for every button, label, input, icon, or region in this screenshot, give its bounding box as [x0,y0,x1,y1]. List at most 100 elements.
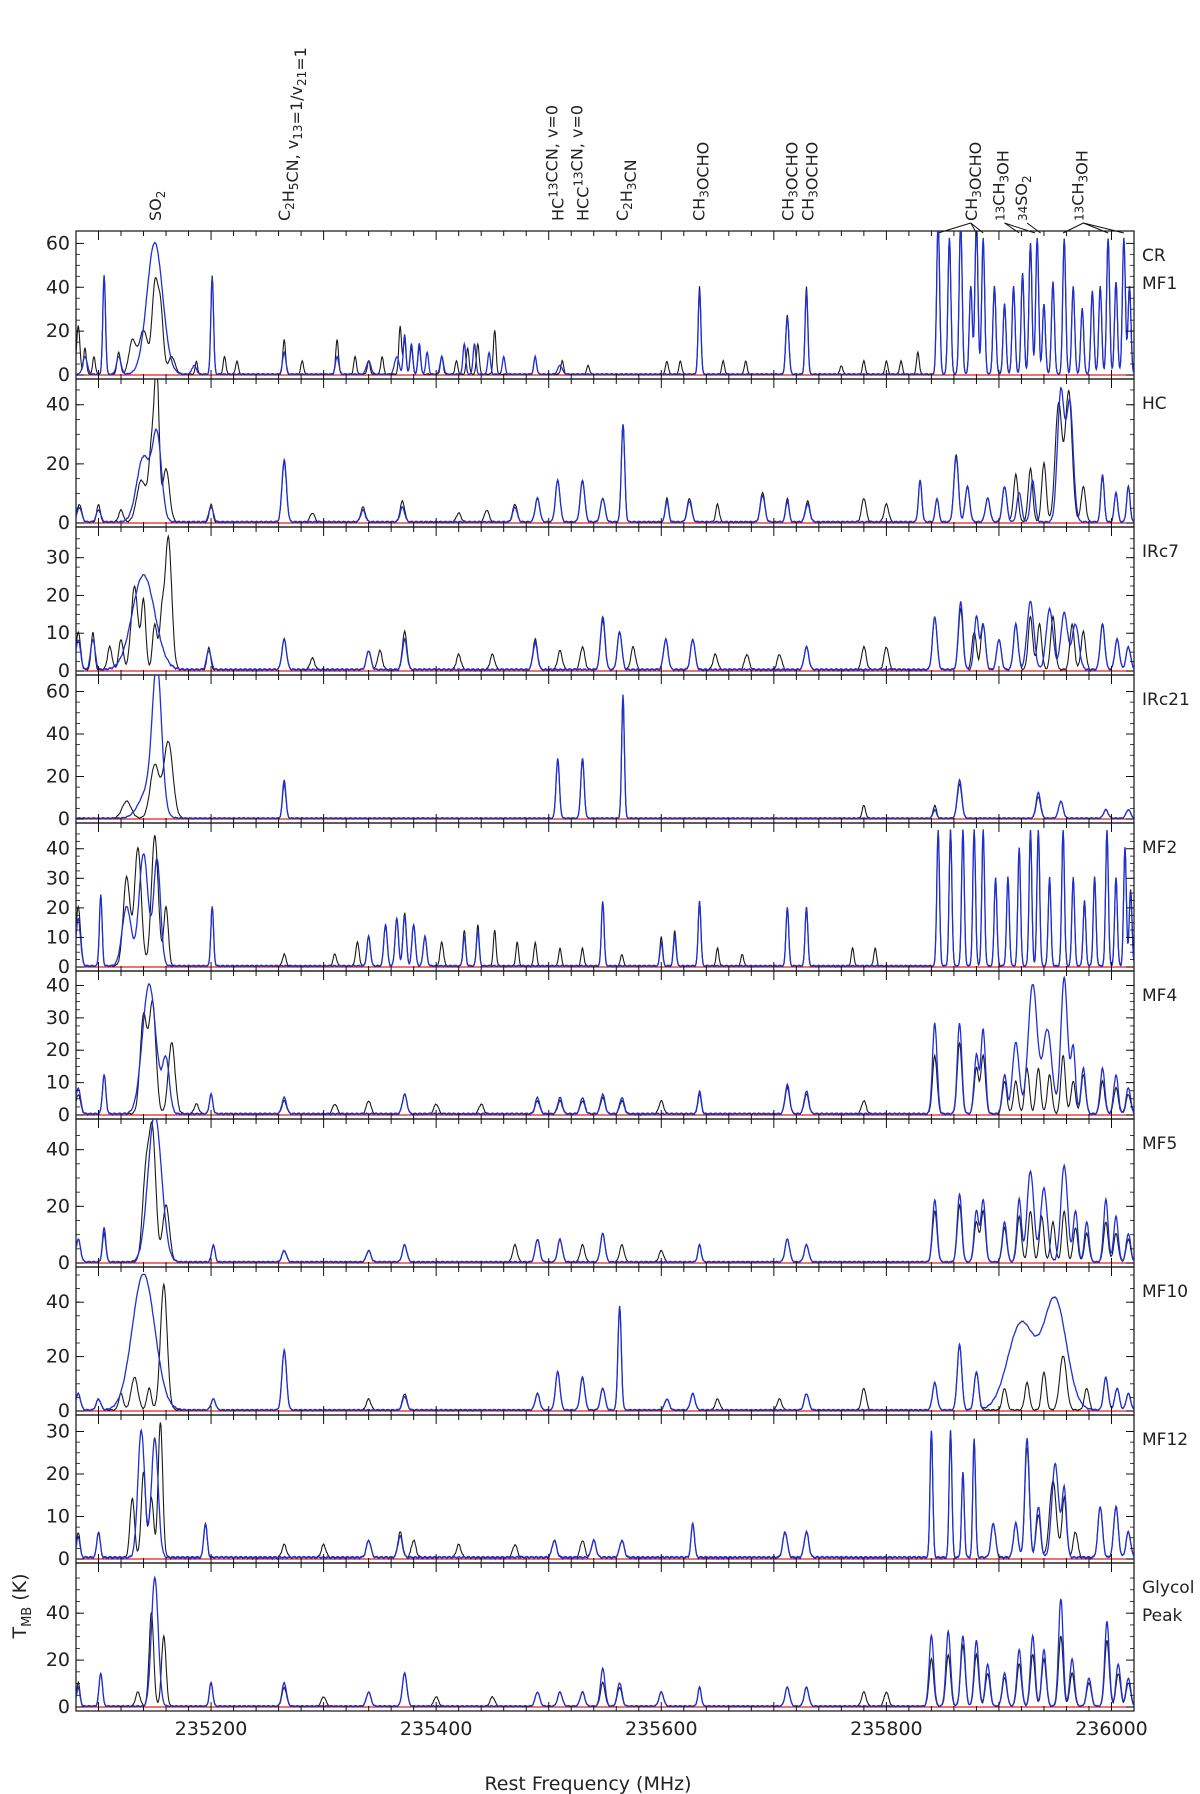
y-tick-label: 40 [46,276,70,298]
y-tick-label: 40 [46,1139,70,1161]
y-axis-title-unit: (K) [9,1573,31,1606]
line-label-part: CH [799,198,818,221]
panel-name-secondary: MF1 [1142,274,1177,294]
x-tick-label: 236000 [1075,1718,1148,1740]
line-label-part: OCHO [966,142,985,190]
model-spectrum [76,1428,1134,1561]
model-spectrum [76,1273,1134,1413]
observed-spectrum [76,1282,1134,1413]
y-tick-label: 20 [46,897,70,919]
y-tick-label: 10 [46,622,70,644]
line-label-part: 34 [1016,206,1030,221]
observed-spectrum [76,1612,1134,1708]
y-tick-label: 20 [46,453,70,475]
line-label: CH3OCHO [962,142,985,221]
line-label-part: CH [689,198,708,221]
line-label-part: 3 [998,175,1012,183]
observed-spectrum [76,699,1134,820]
y-tick-label: 60 [46,232,70,254]
panel-name: Glycol [1142,1578,1194,1598]
y-tick-label: 0 [58,512,70,534]
y-tick-label: 20 [46,584,70,606]
line-label-part: CH [962,198,981,221]
line-label-part: H [617,190,636,202]
panel-hc: 0 20 40 HC [46,378,1167,534]
line-label-part: 5 [287,183,301,191]
y-tick-label: 30 [46,1421,70,1443]
line-label-part: CH [1068,183,1087,206]
panel-name: IRc7 [1142,542,1179,562]
model-spectrum [76,231,1134,376]
line-label-part: OCHO [693,142,712,190]
line-label-part: CCN, v=0 [543,105,562,183]
line-label-part: OCHO [782,142,801,190]
line-label: HC13CCN, v=0 [543,105,568,221]
y-tick-label: 0 [58,364,70,386]
x-tick-label: 235400 [400,1718,473,1740]
line-label-part: C [613,210,632,221]
line-label-part: C [275,210,294,221]
line-label-part: OH [994,150,1013,175]
panel-irc7: 0 10 20 30 IRc7 [46,526,1179,682]
panel-name: IRc21 [1142,690,1190,710]
y-tick-label: 30 [46,1007,70,1029]
line-label: 13CH3OH [990,150,1013,221]
y-tick-label: 10 [46,926,70,948]
y-tick-label: 10 [46,1072,70,1094]
y-axis-title: TMB (K) [9,1573,35,1639]
line-label-part: OCHO [803,142,822,190]
panel-frame [75,1266,1135,1416]
y-tick-label: 20 [46,1346,70,1368]
model-spectrum [76,386,1134,525]
model-spectrum [76,1119,1134,1265]
panel-name: MF10 [1142,1282,1188,1302]
panel-name: CR [1142,246,1166,266]
line-label-part: 2 [154,191,168,199]
line-label-part: 3 [807,190,821,198]
line-label-part: 21 [295,71,309,86]
y-tick-label: 40 [46,838,70,860]
line-label-part: 3 [625,183,639,191]
observed-spectrum [76,534,1134,673]
y-tick-label: 10 [46,1506,70,1528]
y-tick-label: 40 [46,974,70,996]
line-label-part: 2 [283,202,297,210]
panel-mf4: 0 10 20 30 40 MF4 [46,970,1177,1126]
y-tick-label: 0 [58,1696,70,1718]
y-tick-label: 40 [46,1291,70,1313]
line-label-part: CH [990,183,1009,206]
model-spectrum [76,573,1134,673]
line-label-part: 3 [786,190,800,198]
panel-frame [75,674,1135,824]
line-label: CH3OCHO [689,142,712,221]
line-label-part: 2 [1020,175,1034,183]
y-tick-label: 0 [58,956,70,978]
line-label-part: SO [1012,183,1031,206]
line-label: HCC13CN, v=0 [568,105,593,221]
line-label-part: H [279,190,298,202]
y-tick-label: 20 [46,766,70,788]
line-label: SO2 [146,191,168,221]
line-label-part: CH [778,198,797,221]
line-label-part: 13 [291,124,305,139]
y-tick-label: 0 [58,1400,70,1422]
panel-name: MF2 [1142,838,1177,858]
y-tick-label: 20 [46,320,70,342]
y-tick-label: 60 [46,681,70,703]
line-label-part: 13 [547,183,561,198]
panel-name: MF4 [1142,986,1177,1006]
line-label-part: HCC [574,187,593,221]
line-label-part: 2 [621,202,635,210]
y-tick-label: 0 [58,660,70,682]
line-label-part: HC [549,198,568,221]
panel-name-secondary: Peak [1142,1606,1183,1626]
line-label-part: =1/v [287,86,306,124]
line-label-part: 13 [1072,206,1086,221]
observed-spectrum [76,379,1134,525]
line-label-part: 3 [970,190,984,198]
panel-cr: 0 20 40 60 CR MF1 [46,230,1177,386]
y-tick-label: 0 [58,1548,70,1570]
